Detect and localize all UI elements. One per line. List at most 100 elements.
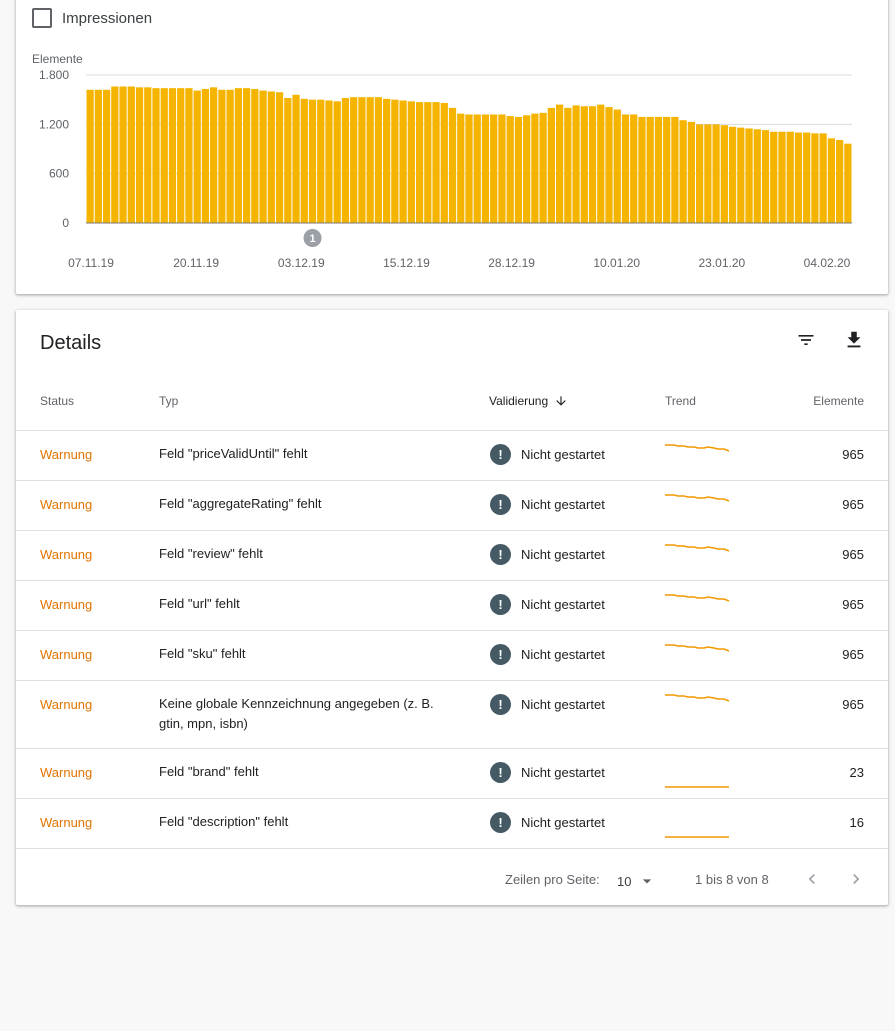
- chart-bar[interactable]: [226, 89, 234, 223]
- chart-bar[interactable]: [275, 92, 284, 224]
- chart-bar[interactable]: [803, 132, 811, 223]
- chart-annotation-marker[interactable]: 1: [303, 229, 322, 247]
- table-row[interactable]: Warnung Feld "aggregateRating" fehlt! Nich…: [16, 480, 888, 530]
- chart-bar[interactable]: [654, 116, 663, 223]
- chart-bar[interactable]: [292, 94, 300, 223]
- chart-bar[interactable]: [786, 131, 794, 223]
- column-header-type[interactable]: Typ: [159, 394, 179, 408]
- table-row[interactable]: Warnung Feld "url" fehlt! Nicht gestartet 9…: [16, 580, 888, 630]
- chart-bar[interactable]: [168, 88, 177, 224]
- chart-bar[interactable]: [308, 99, 317, 223]
- chart-bar[interactable]: [753, 129, 761, 223]
- chart-bar[interactable]: [613, 109, 621, 223]
- chart-bar[interactable]: [127, 86, 135, 223]
- chart-bar[interactable]: [94, 89, 102, 223]
- chart-bar[interactable]: [704, 124, 712, 223]
- chart-bar[interactable]: [687, 121, 696, 223]
- chart-bar[interactable]: [770, 131, 778, 223]
- chart-bar[interactable]: [193, 90, 201, 223]
- chart-bar[interactable]: [185, 88, 193, 224]
- chart-bar[interactable]: [432, 102, 440, 223]
- download-button[interactable]: [840, 326, 868, 354]
- chart-bar[interactable]: [86, 89, 94, 223]
- chart-bar[interactable]: [284, 98, 292, 223]
- chart-bar[interactable]: [267, 91, 275, 223]
- chart-bar[interactable]: [679, 120, 687, 223]
- previous-page-button[interactable]: [800, 867, 824, 891]
- chart-bar[interactable]: [399, 100, 407, 223]
- chart-bar[interactable]: [358, 97, 366, 223]
- column-header-validation[interactable]: Validierung: [489, 394, 568, 408]
- chart-bar[interactable]: [696, 124, 704, 223]
- chart-bar[interactable]: [531, 113, 539, 223]
- chart-bar[interactable]: [383, 98, 391, 223]
- chart-bar[interactable]: [621, 114, 630, 223]
- impressions-toggle[interactable]: Impressionen: [32, 8, 152, 28]
- chart-bar[interactable]: [572, 105, 580, 223]
- chart-bar[interactable]: [152, 88, 160, 224]
- table-row[interactable]: Warnung Feld "brand" fehlt! Nicht gestarte…: [16, 748, 888, 798]
- chart-bar[interactable]: [473, 114, 481, 223]
- chart-bar[interactable]: [506, 116, 514, 223]
- chart-bar[interactable]: [588, 106, 597, 223]
- chart-bar[interactable]: [465, 114, 473, 223]
- chart-bar[interactable]: [712, 124, 720, 223]
- column-header-trend[interactable]: Trend: [665, 394, 696, 408]
- chart-bar[interactable]: [514, 116, 523, 223]
- chart-bar[interactable]: [580, 106, 588, 223]
- chart-bar[interactable]: [391, 99, 399, 223]
- chart-bar[interactable]: [325, 100, 333, 223]
- table-row[interactable]: Warnung Feld "description" fehlt! Nicht ge…: [16, 798, 888, 848]
- chart-bar[interactable]: [720, 125, 728, 223]
- chart-bar[interactable]: [350, 97, 358, 223]
- chart-bar[interactable]: [448, 107, 457, 223]
- table-row[interactable]: Warnung Feld "priceValidUntil" fehlt! Nich…: [16, 430, 888, 480]
- table-row[interactable]: Warnung Feld "sku" fehlt! Nicht gestartet 9…: [16, 630, 888, 680]
- filter-button[interactable]: [792, 326, 820, 354]
- chart-bar[interactable]: [135, 87, 144, 223]
- table-row[interactable]: Warnung Keine globale Kennzeichnung angeg…: [16, 680, 888, 748]
- chart-bar[interactable]: [177, 88, 185, 224]
- chart-bar[interactable]: [547, 107, 555, 223]
- chart-bar[interactable]: [317, 99, 325, 223]
- chart-bar[interactable]: [111, 86, 119, 223]
- chart-bar[interactable]: [597, 104, 605, 223]
- chart-bar[interactable]: [424, 102, 432, 223]
- chart-bar[interactable]: [844, 143, 852, 223]
- chart-bar[interactable]: [144, 87, 152, 223]
- chart-bar[interactable]: [523, 115, 531, 223]
- chart-bar[interactable]: [234, 88, 242, 224]
- chart-bar[interactable]: [160, 88, 168, 224]
- chart-bar[interactable]: [564, 107, 572, 223]
- chart-bar[interactable]: [671, 116, 679, 223]
- chart-bar[interactable]: [366, 97, 374, 223]
- chart-bar[interactable]: [374, 97, 383, 223]
- chart-bar[interactable]: [811, 133, 819, 223]
- chart-bar[interactable]: [827, 138, 836, 223]
- column-header-count[interactable]: Elemente: [813, 394, 864, 408]
- chart-bar[interactable]: [778, 131, 786, 223]
- chart-bar[interactable]: [481, 114, 490, 223]
- next-page-button[interactable]: [844, 867, 868, 891]
- chart-bar[interactable]: [737, 127, 745, 223]
- chart-bar[interactable]: [201, 88, 210, 223]
- chart-bar[interactable]: [745, 128, 753, 223]
- chart-bar[interactable]: [498, 114, 506, 223]
- chart-bar[interactable]: [341, 98, 350, 223]
- chart-bar[interactable]: [218, 89, 226, 223]
- chart-bar[interactable]: [259, 90, 267, 223]
- chart-bar[interactable]: [630, 114, 638, 223]
- impressions-checkbox[interactable]: [32, 8, 52, 28]
- chart-bar[interactable]: [819, 133, 827, 223]
- column-header-status[interactable]: Status: [40, 394, 75, 408]
- chart-bar[interactable]: [836, 139, 844, 223]
- chart-bar[interactable]: [638, 116, 646, 223]
- chart-bar[interactable]: [457, 113, 465, 223]
- chart-bar[interactable]: [794, 132, 803, 223]
- chart-bar[interactable]: [605, 107, 613, 223]
- rows-per-page-select[interactable]: 10: [617, 871, 659, 891]
- chart-bar[interactable]: [555, 104, 564, 223]
- chart-bar[interactable]: [728, 126, 737, 223]
- chart-bar[interactable]: [440, 102, 448, 223]
- chart-bar[interactable]: [210, 87, 218, 223]
